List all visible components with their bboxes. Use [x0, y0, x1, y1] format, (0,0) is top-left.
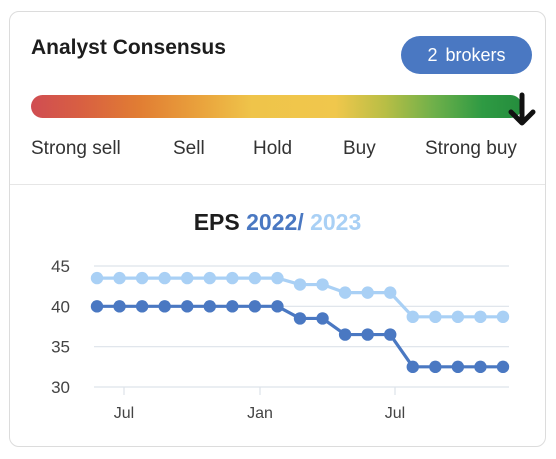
y-tick-label: 30 — [51, 378, 70, 397]
data-point-2023[interactable] — [271, 271, 284, 285]
data-point-2023[interactable] — [338, 286, 352, 299]
data-point-2023[interactable] — [135, 271, 149, 285]
data-point-2022[interactable] — [406, 360, 419, 374]
data-point-2023[interactable] — [293, 278, 307, 291]
brokers-badge[interactable]: 2 brokers — [401, 36, 532, 74]
data-point-2022[interactable] — [271, 300, 284, 313]
eps-title-prefix: EPS — [193, 209, 240, 235]
data-point-2023[interactable] — [496, 310, 510, 324]
data-point-2022[interactable] — [361, 328, 374, 341]
data-point-2023[interactable] — [113, 271, 126, 285]
label-strong-buy: Strong buy — [425, 138, 517, 159]
data-point-2022[interactable] — [384, 328, 397, 341]
data-point-2022[interactable] — [226, 300, 239, 313]
brokers-label: brokers — [445, 44, 506, 65]
data-point-2022[interactable] — [113, 300, 126, 313]
data-point-2022[interactable] — [429, 360, 442, 374]
arrow-down-icon — [508, 92, 536, 126]
brokers-count: 2 — [427, 44, 438, 65]
eps-year-2022[interactable]: 2022 — [246, 209, 298, 235]
label-strong-sell: Strong sell — [31, 138, 121, 159]
data-point-2023[interactable] — [474, 310, 487, 324]
x-tick-label: Jul — [114, 405, 134, 422]
consensus-scale-labels: Strong sell Sell Hold Buy Strong buy — [31, 138, 536, 164]
data-point-2023[interactable] — [203, 271, 216, 285]
eps-year-2023[interactable]: 2023 — [310, 209, 362, 235]
section-divider — [10, 184, 545, 185]
data-point-2023[interactable] — [248, 271, 262, 285]
data-point-2022[interactable] — [158, 300, 171, 313]
data-point-2022[interactable] — [474, 360, 487, 374]
data-point-2022[interactable] — [451, 360, 465, 374]
data-point-2023[interactable] — [90, 271, 104, 285]
card-title: Analyst Consensus — [31, 36, 226, 59]
data-point-2023[interactable] — [361, 286, 374, 299]
x-tick-label: Jul — [385, 405, 405, 422]
x-tick-label: Jan — [247, 405, 273, 422]
y-tick-label: 45 — [51, 257, 70, 276]
data-point-2022[interactable] — [181, 300, 194, 313]
analyst-consensus-card: Analyst Consensus 2 brokers Strong sell … — [9, 11, 546, 447]
data-point-2023[interactable] — [384, 286, 397, 299]
y-tick-label: 35 — [51, 338, 70, 357]
data-point-2022[interactable] — [316, 312, 329, 325]
data-point-2022[interactable] — [293, 312, 307, 325]
data-point-2022[interactable] — [248, 300, 262, 313]
data-point-2023[interactable] — [226, 271, 239, 285]
data-point-2022[interactable] — [90, 300, 104, 313]
data-point-2023[interactable] — [158, 271, 171, 285]
y-tick-label: 40 — [51, 297, 70, 316]
label-hold: Hold — [253, 138, 293, 159]
data-point-2022[interactable] — [496, 360, 510, 374]
data-point-2023[interactable] — [316, 278, 329, 291]
label-sell: Sell — [173, 138, 205, 159]
label-buy: Buy — [343, 138, 376, 159]
data-point-2023[interactable] — [181, 271, 194, 285]
data-point-2022[interactable] — [203, 300, 216, 313]
data-point-2023[interactable] — [429, 310, 442, 324]
data-point-2022[interactable] — [338, 328, 352, 341]
eps-title-separator: / — [297, 209, 304, 235]
data-point-2022[interactable] — [135, 300, 149, 313]
consensus-gradient-bar — [31, 95, 522, 118]
data-point-2023[interactable] — [451, 310, 465, 324]
data-point-2023[interactable] — [406, 310, 419, 324]
eps-chart-title: EPS 2022/ 2023 — [10, 209, 545, 236]
